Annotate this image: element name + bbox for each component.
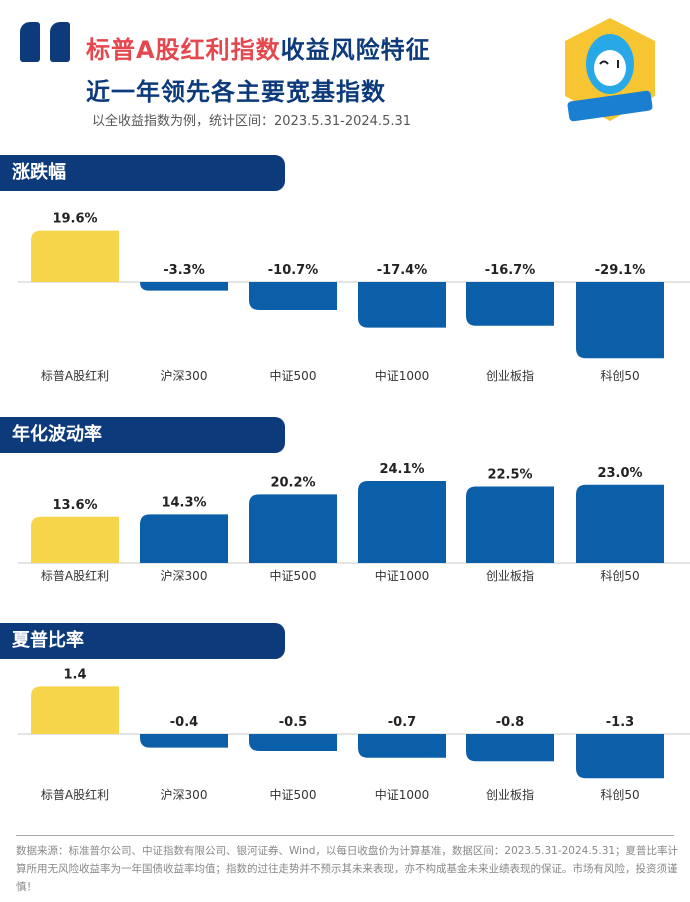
bar xyxy=(466,282,554,326)
data-label: 14.3% xyxy=(161,495,206,510)
data-label: -0.7 xyxy=(388,715,416,730)
bar xyxy=(466,486,554,563)
category-label: 中证1000 xyxy=(375,787,430,802)
data-label: -29.1% xyxy=(595,263,646,278)
data-label: -16.7% xyxy=(485,263,536,278)
bar xyxy=(358,282,446,328)
chart-volatility: 13.6% 标普A股红利 14.3% 沪深300 20.2% 中证500 24.1% 中证10… xyxy=(18,462,690,583)
page-title-line2: 近一年领先各主要宽基指数 xyxy=(86,78,386,106)
category-label: 中证500 xyxy=(270,368,317,383)
data-label: 13.6% xyxy=(52,498,97,513)
bar xyxy=(249,734,337,751)
quote-mark-right xyxy=(50,22,70,62)
bar xyxy=(576,734,664,779)
title-rest: 收益风险特征 xyxy=(280,36,431,64)
category-label: 标普A股红利 xyxy=(41,787,109,802)
chart-sharpe: 1.4 标普A股红利 -0.4 沪深300 -0.5 中证500 -0.7 中证1000 -0.… xyxy=(18,667,690,802)
page-subtitle: 以全收益指数为例，统计区间：2023.5.31-2024.5.31 xyxy=(92,114,412,129)
data-label: 20.2% xyxy=(270,475,315,490)
data-label: -0.5 xyxy=(279,715,307,730)
data-label: -3.3% xyxy=(163,263,204,278)
category-label: 创业板指 xyxy=(486,787,534,802)
bar xyxy=(140,734,228,748)
category-label: 沪深300 xyxy=(161,569,208,583)
bar xyxy=(249,494,337,563)
data-label: 19.6% xyxy=(52,212,97,227)
bar xyxy=(31,516,119,563)
category-label: 中证1000 xyxy=(375,368,430,383)
bar xyxy=(31,230,119,282)
chart-change: 19.6% 标普A股红利 -3.3% 沪深300 -10.7% 中证500 -17.4% 中证… xyxy=(18,212,690,383)
bar xyxy=(358,734,446,758)
mascot-logo xyxy=(565,18,655,122)
category-label: 科创50 xyxy=(600,788,639,802)
category-label: 标普A股红利 xyxy=(41,568,109,583)
bar xyxy=(576,282,664,359)
footnote-divider xyxy=(16,835,674,836)
data-label: -0.4 xyxy=(170,715,198,730)
title-highlight: 标普A股红利指数 xyxy=(86,36,281,64)
bar xyxy=(140,514,228,563)
bar xyxy=(140,282,228,291)
category-label: 创业板指 xyxy=(486,568,534,583)
category-label: 中证500 xyxy=(270,568,317,583)
bar xyxy=(466,734,554,762)
data-label: 23.0% xyxy=(597,466,642,481)
category-label: 沪深300 xyxy=(161,788,208,802)
data-label: 24.1% xyxy=(379,462,424,477)
category-label: 中证500 xyxy=(270,787,317,802)
data-label: -1.3 xyxy=(606,715,634,730)
section-header-change: 涨跌幅 xyxy=(0,155,285,191)
quote-mark-left xyxy=(20,22,40,62)
data-label: 22.5% xyxy=(487,468,532,483)
data-label: -0.8 xyxy=(496,715,524,730)
category-label: 中证1000 xyxy=(375,568,430,583)
page-title: 标普A股红利指数收益风险特征 xyxy=(86,30,431,65)
data-label: -17.4% xyxy=(377,263,428,278)
section-header-sharpe: 夏普比率 xyxy=(0,623,285,659)
category-label: 创业板指 xyxy=(486,368,534,383)
bar xyxy=(358,481,446,563)
data-label: 1.4 xyxy=(63,667,86,682)
section-header-volatility: 年化波动率 xyxy=(0,417,285,453)
bar xyxy=(249,282,337,311)
footnote: 数据来源：标准普尔公司、中证指数有限公司、银河证券、Wind，以每日收盘价为计算… xyxy=(16,845,679,893)
category-label: 科创50 xyxy=(600,369,639,383)
bar xyxy=(31,686,119,734)
category-label: 标普A股红利 xyxy=(41,368,109,383)
category-label: 科创50 xyxy=(600,569,639,583)
category-label: 沪深300 xyxy=(161,369,208,383)
bar xyxy=(576,484,664,563)
data-label: -10.7% xyxy=(268,263,319,278)
